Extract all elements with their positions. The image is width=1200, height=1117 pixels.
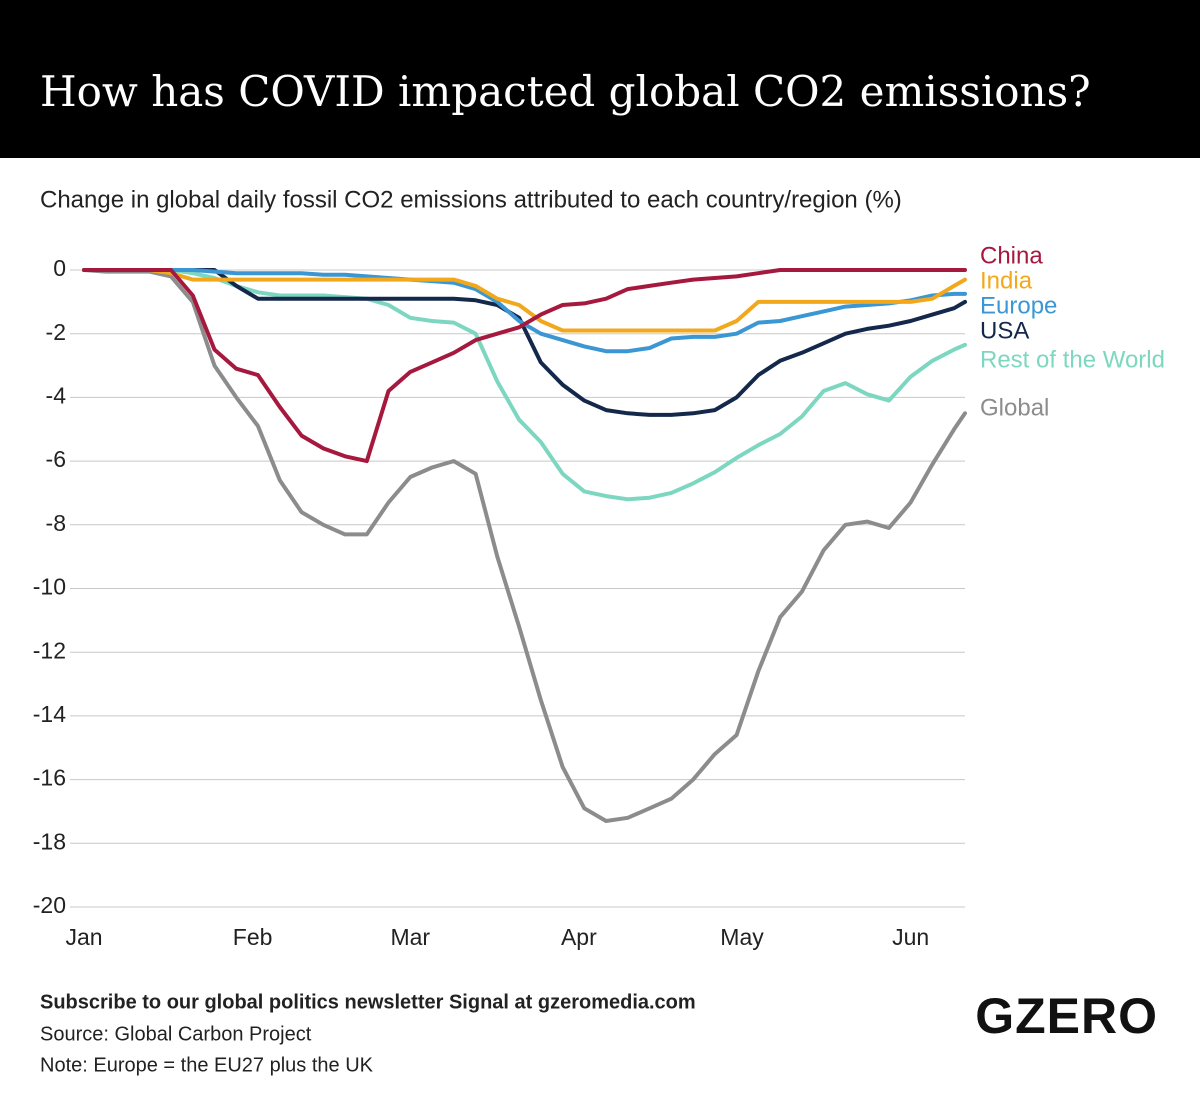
- legend-label: India: [980, 267, 1033, 294]
- y-tick-label: -14: [33, 701, 66, 727]
- legend-label: USA: [980, 317, 1029, 344]
- footer-subscribe: Subscribe to our global politics newslet…: [40, 991, 696, 1013]
- series-line: [82, 268, 967, 417]
- y-tick-label: -10: [33, 574, 66, 600]
- x-tick-label: Mar: [390, 924, 430, 950]
- series-line: [82, 268, 967, 464]
- x-tick-label: Apr: [561, 924, 597, 950]
- x-tick-label: Jun: [892, 924, 929, 950]
- y-tick-label: -6: [46, 446, 66, 472]
- y-tick-label: -16: [33, 765, 66, 791]
- y-tick-label: 0: [53, 255, 66, 281]
- x-tick-label: Jan: [65, 924, 102, 950]
- series-line: [82, 268, 967, 502]
- logo: GZERO: [975, 988, 1158, 1044]
- chart-title: How has COVID impacted global CO2 emissi…: [40, 67, 1091, 116]
- footer-source: Source: Global Carbon Project: [40, 1023, 312, 1045]
- x-tick-label: Feb: [233, 924, 273, 950]
- series-line: [82, 268, 967, 823]
- x-tick-label: May: [720, 924, 764, 950]
- legend-label: Europe: [980, 292, 1057, 319]
- series-line: [82, 268, 967, 333]
- chart-subtitle: Change in global daily fossil CO2 emissi…: [40, 186, 902, 213]
- legend-label: China: [980, 242, 1043, 269]
- y-tick-label: -20: [33, 892, 66, 918]
- y-tick-label: -18: [33, 828, 66, 854]
- legend-label: Global: [980, 394, 1049, 421]
- y-tick-label: -4: [46, 382, 67, 408]
- legend-label: Rest of the World: [980, 346, 1165, 373]
- header-band: [0, 0, 1200, 158]
- footer-note: Note: Europe = the EU27 plus the UK: [40, 1054, 374, 1076]
- y-tick-label: -8: [46, 510, 66, 536]
- series-line: [82, 268, 967, 354]
- y-tick-label: -2: [46, 319, 66, 345]
- y-tick-label: -12: [33, 637, 66, 663]
